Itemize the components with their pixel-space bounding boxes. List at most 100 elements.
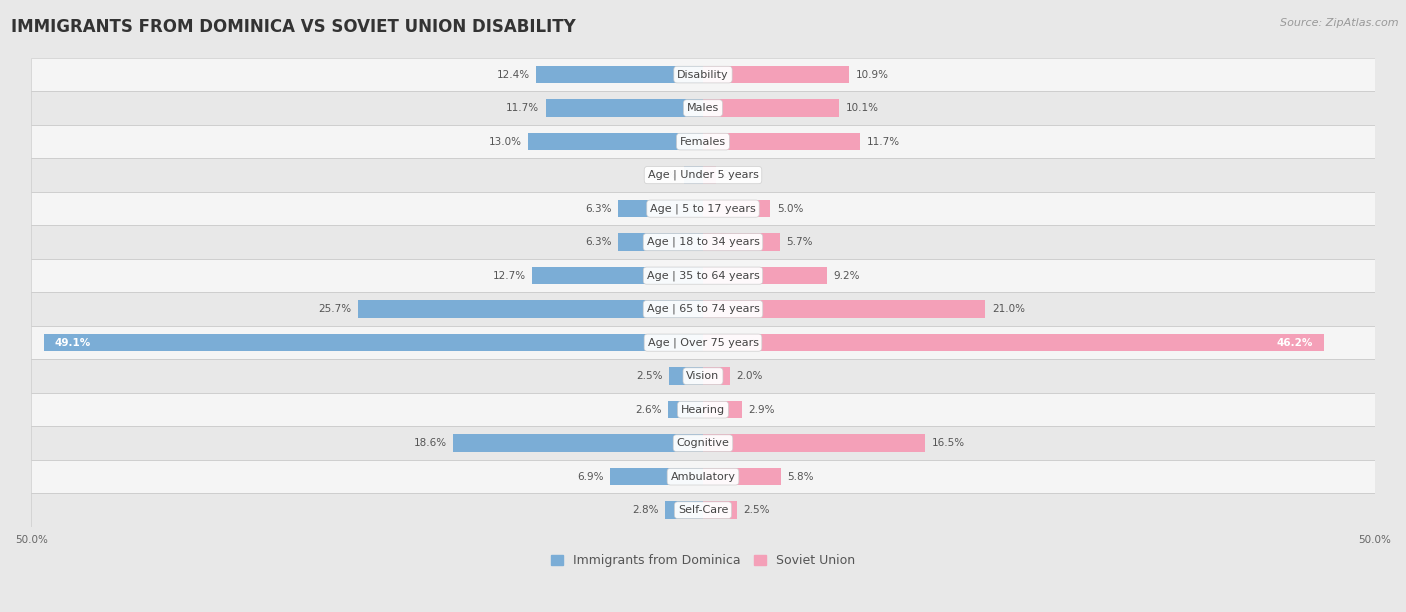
Text: 25.7%: 25.7%	[318, 304, 352, 314]
Bar	[31, 393, 1375, 427]
Bar	[703, 166, 716, 184]
Text: 13.0%: 13.0%	[489, 136, 522, 147]
Bar	[31, 460, 1375, 493]
Text: 2.8%: 2.8%	[633, 505, 658, 515]
Text: 6.9%: 6.9%	[576, 472, 603, 482]
Bar	[703, 435, 925, 452]
Text: Vision: Vision	[686, 371, 720, 381]
Text: Disability: Disability	[678, 70, 728, 80]
Text: Age | Over 75 years: Age | Over 75 years	[648, 337, 758, 348]
Text: Age | Under 5 years: Age | Under 5 years	[648, 170, 758, 181]
Text: 10.9%: 10.9%	[856, 70, 889, 80]
Bar	[31, 427, 1375, 460]
Text: 2.5%: 2.5%	[636, 371, 662, 381]
Bar	[703, 367, 730, 385]
Text: Age | 18 to 34 years: Age | 18 to 34 years	[647, 237, 759, 247]
Bar	[703, 200, 770, 217]
Bar	[357, 300, 703, 318]
Bar	[703, 401, 742, 419]
Text: Females: Females	[681, 136, 725, 147]
Bar	[31, 293, 1375, 326]
Legend: Immigrants from Dominica, Soviet Union: Immigrants from Dominica, Soviet Union	[546, 550, 860, 572]
Bar	[703, 66, 849, 83]
Text: Age | 35 to 64 years: Age | 35 to 64 years	[647, 271, 759, 281]
Text: Males: Males	[688, 103, 718, 113]
Text: 49.1%: 49.1%	[55, 338, 90, 348]
Bar	[31, 326, 1375, 359]
Bar	[703, 501, 737, 519]
Text: 46.2%: 46.2%	[1277, 338, 1313, 348]
Bar	[31, 91, 1375, 125]
Bar	[31, 393, 1375, 427]
Text: Cognitive: Cognitive	[676, 438, 730, 448]
Bar	[703, 334, 1323, 351]
Bar	[31, 125, 1375, 159]
Bar	[31, 225, 1375, 259]
Bar	[31, 460, 1375, 493]
Text: 5.0%: 5.0%	[778, 204, 803, 214]
Bar	[703, 267, 827, 285]
Bar	[533, 267, 703, 285]
Text: Age | 5 to 17 years: Age | 5 to 17 years	[650, 203, 756, 214]
Text: 6.3%: 6.3%	[585, 237, 612, 247]
Bar	[31, 125, 1375, 159]
Text: 18.6%: 18.6%	[413, 438, 447, 448]
Bar	[703, 133, 860, 151]
Bar	[31, 192, 1375, 225]
Text: 16.5%: 16.5%	[931, 438, 965, 448]
Bar	[31, 58, 1375, 91]
Bar	[44, 334, 703, 351]
Text: Self-Care: Self-Care	[678, 505, 728, 515]
Bar	[703, 300, 986, 318]
Bar	[537, 66, 703, 83]
Bar	[31, 91, 1375, 125]
Bar	[703, 468, 780, 485]
Bar	[546, 99, 703, 117]
Text: Ambulatory: Ambulatory	[671, 472, 735, 482]
Bar	[668, 401, 703, 419]
Bar	[529, 133, 703, 151]
Bar	[31, 58, 1375, 91]
Text: 6.3%: 6.3%	[585, 204, 612, 214]
Bar	[619, 200, 703, 217]
Bar	[31, 493, 1375, 527]
Text: Age | 65 to 74 years: Age | 65 to 74 years	[647, 304, 759, 315]
Bar	[31, 225, 1375, 259]
Text: 5.8%: 5.8%	[787, 472, 814, 482]
Text: 2.6%: 2.6%	[636, 405, 661, 415]
Text: Hearing: Hearing	[681, 405, 725, 415]
Bar	[31, 159, 1375, 192]
Text: 11.7%: 11.7%	[506, 103, 538, 113]
Bar	[31, 159, 1375, 192]
Bar	[31, 293, 1375, 326]
Bar	[669, 367, 703, 385]
Bar	[31, 326, 1375, 359]
Text: IMMIGRANTS FROM DOMINICA VS SOVIET UNION DISABILITY: IMMIGRANTS FROM DOMINICA VS SOVIET UNION…	[11, 18, 576, 36]
Bar	[31, 259, 1375, 293]
Text: 1.4%: 1.4%	[651, 170, 678, 180]
Bar	[31, 427, 1375, 460]
Text: 21.0%: 21.0%	[991, 304, 1025, 314]
Bar	[31, 359, 1375, 393]
Bar	[31, 359, 1375, 393]
Bar	[619, 233, 703, 251]
Bar	[453, 435, 703, 452]
Text: 0.95%: 0.95%	[723, 170, 755, 180]
Text: 2.5%: 2.5%	[744, 505, 770, 515]
Text: 11.7%: 11.7%	[868, 136, 900, 147]
Text: Source: ZipAtlas.com: Source: ZipAtlas.com	[1281, 18, 1399, 28]
Text: 10.1%: 10.1%	[845, 103, 879, 113]
Bar	[610, 468, 703, 485]
Bar	[685, 166, 703, 184]
Text: 12.7%: 12.7%	[492, 271, 526, 281]
Bar	[31, 192, 1375, 225]
Text: 2.0%: 2.0%	[737, 371, 763, 381]
Text: 2.9%: 2.9%	[748, 405, 775, 415]
Bar	[665, 501, 703, 519]
Text: 5.7%: 5.7%	[786, 237, 813, 247]
Bar	[31, 259, 1375, 293]
Bar	[31, 493, 1375, 527]
Bar	[703, 233, 779, 251]
Text: 9.2%: 9.2%	[834, 271, 860, 281]
Bar	[703, 99, 838, 117]
